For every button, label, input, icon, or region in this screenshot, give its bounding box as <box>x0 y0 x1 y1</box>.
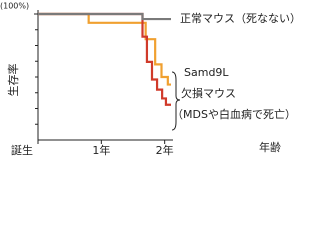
bracket <box>171 71 181 131</box>
y-tick-label: (100%) <box>0 2 29 11</box>
chart: 生存率 年齢 正常マウス（死なない） Samd9L 欠損マウス （MDSや白血病… <box>0 2 301 157</box>
y-axis-label: 生存率 <box>6 64 20 97</box>
x-tick-label: 2年 <box>156 143 174 156</box>
legend-normal: 正常マウス（死なない） <box>180 12 301 25</box>
survival-line <box>38 12 171 106</box>
legend-samd9l: Samd9L <box>184 66 229 79</box>
x-tick-label: 誕生 <box>11 143 33 156</box>
survival-line <box>38 12 171 21</box>
annotation: （MDSや白血病で死亡） <box>172 107 296 121</box>
survival-line <box>38 12 171 86</box>
legend-knockout: 欠損マウス <box>181 86 236 100</box>
x-axis-label: 年齢 <box>259 140 281 154</box>
x-tick-label: 1年 <box>92 143 110 156</box>
